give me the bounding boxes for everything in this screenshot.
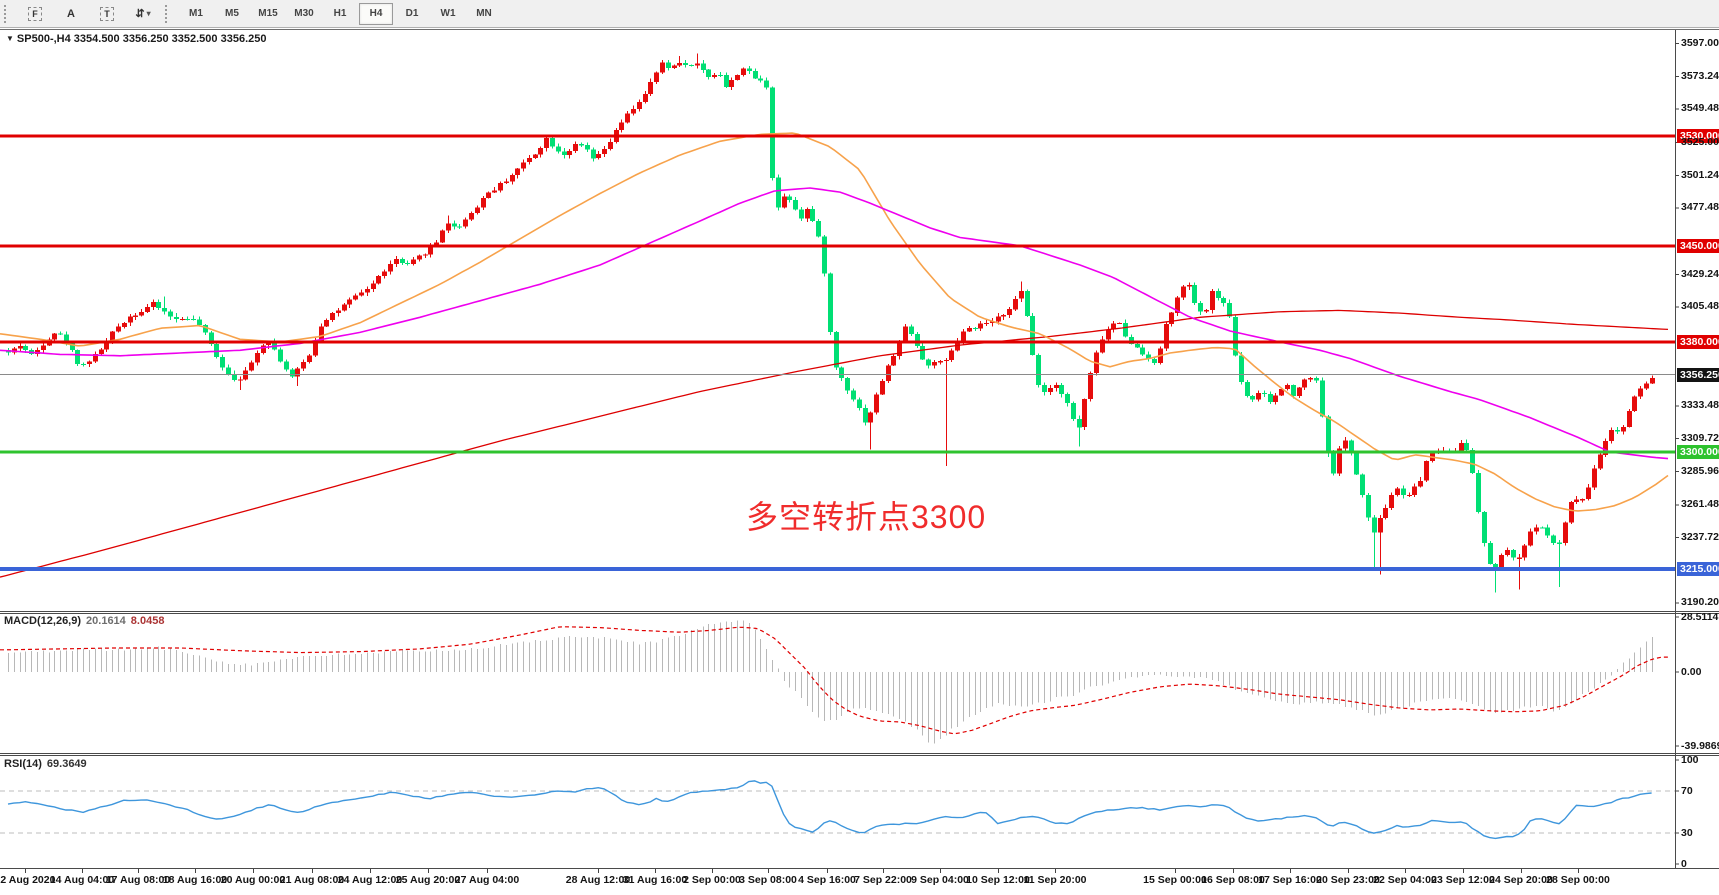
drawing-tools-group: F A T ⇵ ▾ xyxy=(17,0,161,27)
macd-name: MACD(12,26,9) xyxy=(4,615,82,627)
text-label-tool-button[interactable]: A xyxy=(54,2,88,25)
timeframes-group: M1 M5 M15 M30 H1 H4 D1 W1 MN xyxy=(178,0,502,27)
rsi-name: RSI(14) xyxy=(4,758,42,770)
fibonacci-tool-icon: F xyxy=(28,6,42,21)
timeframe-mn-button[interactable]: MN xyxy=(476,8,492,19)
timeframe-d1-button[interactable]: D1 xyxy=(405,8,419,19)
arrows-tool-button[interactable]: ⇵ ▾ xyxy=(126,2,160,25)
timeframe-h4-button[interactable]: H4 xyxy=(359,2,393,25)
dropdown-caret-icon[interactable]: ▾ xyxy=(146,9,151,18)
timeframe-m30-button[interactable]: M30 xyxy=(294,8,314,19)
toolbar-grip[interactable] xyxy=(165,4,174,23)
timeframe-h1-button[interactable]: H1 xyxy=(333,8,347,19)
toolbar-grip[interactable] xyxy=(4,4,13,23)
text-label-tool-icon: A xyxy=(67,7,75,20)
symbol-dropdown-icon[interactable]: ▼ xyxy=(6,34,14,43)
macd-signal-value: 8.0458 xyxy=(130,615,165,627)
rsi-value: 69.3649 xyxy=(46,758,87,770)
macd-indicator-label: MACD(12,26,9) 20.1614 8.0458 xyxy=(4,615,164,627)
timeframe-m15-button[interactable]: M15 xyxy=(258,8,278,19)
text-tool-button[interactable]: T xyxy=(90,2,124,25)
timeframe-m5-button[interactable]: M5 xyxy=(225,8,239,19)
symbol-ohlc-line[interactable]: ▼ SP500-,H4 3354.500 3356.250 3352.500 33… xyxy=(6,33,266,45)
text-tool-icon: T xyxy=(100,6,114,21)
timeframe-m1-button[interactable]: M1 xyxy=(189,8,203,19)
arrows-tool-icon: ⇵ xyxy=(135,8,145,20)
chart-text-annotation: 多空转折点3300 xyxy=(746,499,987,535)
symbol-ohlc-text: SP500-,H4 3354.500 3356.250 3352.500 335… xyxy=(16,33,267,45)
fibonacci-tool-button[interactable]: F xyxy=(18,2,52,25)
toolbar: F A T ⇵ ▾ M1 M5 M15 M30 H1 H4 D1 W1 MN xyxy=(0,0,1719,28)
rsi-indicator-label: RSI(14) 69.3649 xyxy=(4,758,87,770)
timeframe-w1-button[interactable]: W1 xyxy=(440,8,456,19)
macd-main-value: 20.1614 xyxy=(86,615,126,627)
